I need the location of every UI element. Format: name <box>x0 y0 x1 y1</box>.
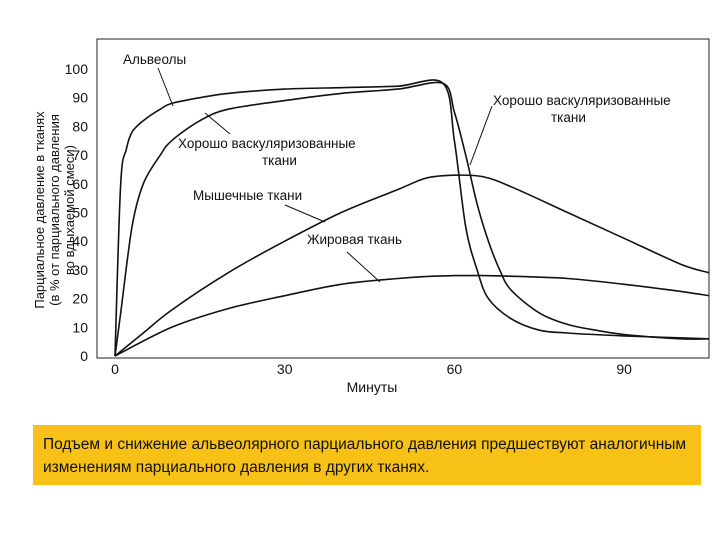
series-fat-line <box>114 274 710 357</box>
y-tick-label: 0 <box>80 348 88 364</box>
annotation-leader-line <box>284 204 326 223</box>
annotation-label: Мышечные ткани <box>193 188 302 203</box>
caption-box: Подъем и снижение альвеолярного парциаль… <box>33 425 701 485</box>
y-tick-label: 10 <box>72 319 88 335</box>
plot-area-border <box>96 38 710 359</box>
caption-text: Подъем и снижение альвеолярного парциаль… <box>43 436 687 476</box>
y-tick-label: 70 <box>72 147 88 163</box>
y-tick-label: 40 <box>72 233 88 249</box>
annotation-label: ткани <box>551 110 586 125</box>
annotations: Альвеолы Хорошо васкуляризованные ткани Хор… <box>123 52 671 247</box>
y-axis-label-line: Парциальное давление в тканях <box>32 111 47 309</box>
annotation-leader-line <box>469 105 493 166</box>
annotation-leader-line <box>157 67 174 107</box>
series-alveoli-line <box>114 79 710 357</box>
y-axis-label-line: во вдыхаемой смеси) <box>62 145 77 275</box>
y-tick-label: 60 <box>72 176 88 192</box>
annotation-leaders <box>157 67 493 283</box>
y-tick-label: 30 <box>72 262 88 278</box>
x-tick-labels: 0 30 60 90 <box>111 361 632 377</box>
y-axis-label-line: (в % от парциального давления <box>47 114 62 306</box>
x-axis-label: Минуты <box>347 379 398 395</box>
x-tick-label: 0 <box>111 361 119 377</box>
chart: 0 10 20 30 40 50 60 70 80 90 100 0 30 60 90 Альвеолы Х… <box>32 38 710 395</box>
annotation-label: ткани <box>262 153 297 168</box>
series-lines <box>114 79 710 357</box>
x-tick-label: 90 <box>616 361 632 377</box>
chart-svg: 0 10 20 30 40 50 60 70 80 90 100 0 30 60 90 Альвеолы Х… <box>32 38 710 395</box>
annotation-label: Хорошо васкуляризованные <box>493 93 671 108</box>
y-tick-label: 90 <box>72 90 88 106</box>
x-tick-label: 60 <box>447 361 463 377</box>
y-tick-label: 80 <box>72 118 88 134</box>
annotation-leader-line <box>346 251 381 283</box>
series-muscle-line <box>114 174 710 357</box>
y-tick-label: 100 <box>65 61 89 77</box>
y-tick-label: 50 <box>72 205 88 221</box>
x-tick-label: 30 <box>277 361 293 377</box>
y-tick-labels: 0 10 20 30 40 50 60 70 80 90 100 <box>65 61 89 364</box>
series-well-vascularized-line <box>114 81 710 357</box>
y-axis-label: Парциальное давление в тканях (в % от пар… <box>32 111 77 309</box>
annotation-label: Хорошо васкуляризованные <box>178 136 356 151</box>
annotation-label: Альвеолы <box>123 52 186 67</box>
y-tick-label: 20 <box>72 291 88 307</box>
annotation-leader-line <box>204 112 231 135</box>
annotation-label: Жировая ткань <box>307 232 402 247</box>
